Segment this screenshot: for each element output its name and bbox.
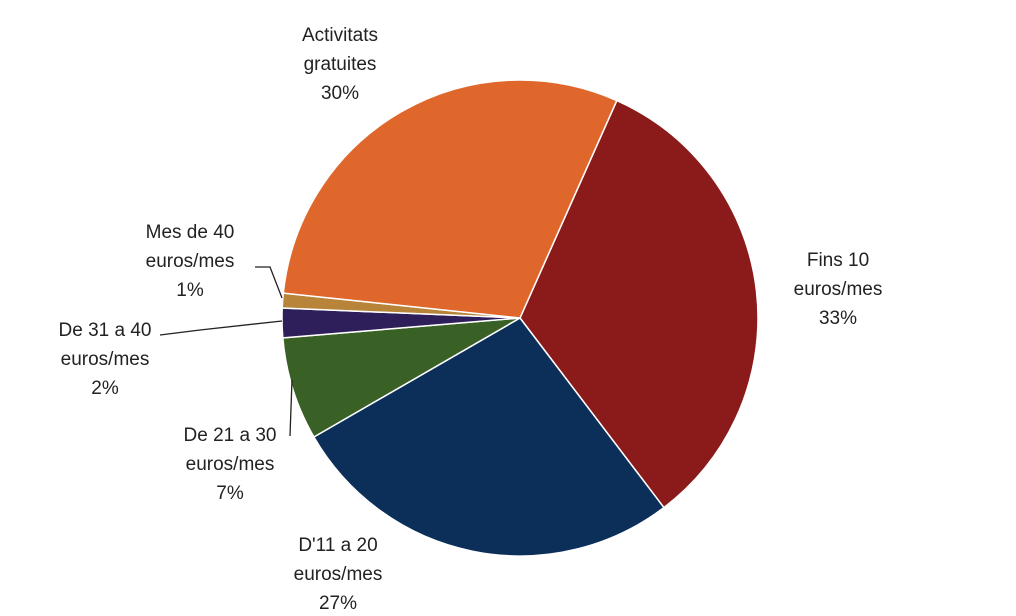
slice-label: Fins 10 euros/mes 33%: [776, 246, 900, 333]
pie-wedge: [282, 79, 618, 319]
category-label: Activitats gratuites: [301, 25, 379, 75]
value-label: 30%: [320, 83, 360, 104]
leader-line: [159, 320, 283, 336]
category-label: Fins 10 euros/mes: [793, 250, 883, 300]
category-label: De 21 a 30 euros/mes: [183, 425, 277, 475]
value-label: 7%: [216, 483, 244, 504]
pie-wedge: [312, 317, 665, 557]
value-label: 33%: [818, 308, 858, 329]
leader-line: [289, 379, 293, 437]
slice-label: Mes de 40 euros/mes 1%: [128, 218, 252, 305]
slice-label: De 21 a 30 euros/mes 7%: [168, 421, 292, 508]
pie-wedge: [282, 317, 521, 439]
category-label: De 31 a 40 euros/mes: [58, 320, 152, 370]
leader-line: [255, 266, 283, 299]
slice-label: Activitats gratuites 30%: [278, 21, 402, 108]
slice-label: D'11 a 20 euros/mes 27%: [276, 531, 400, 616]
category-label: Mes de 40 euros/mes: [145, 222, 235, 272]
slice-label: De 31 a 40 euros/mes 2%: [43, 316, 167, 403]
pie-wedge: [519, 99, 759, 509]
value-label: 27%: [318, 593, 358, 614]
category-label: D'11 a 20 euros/mes: [293, 535, 383, 585]
value-label: 2%: [91, 378, 119, 399]
value-label: 1%: [176, 280, 204, 301]
